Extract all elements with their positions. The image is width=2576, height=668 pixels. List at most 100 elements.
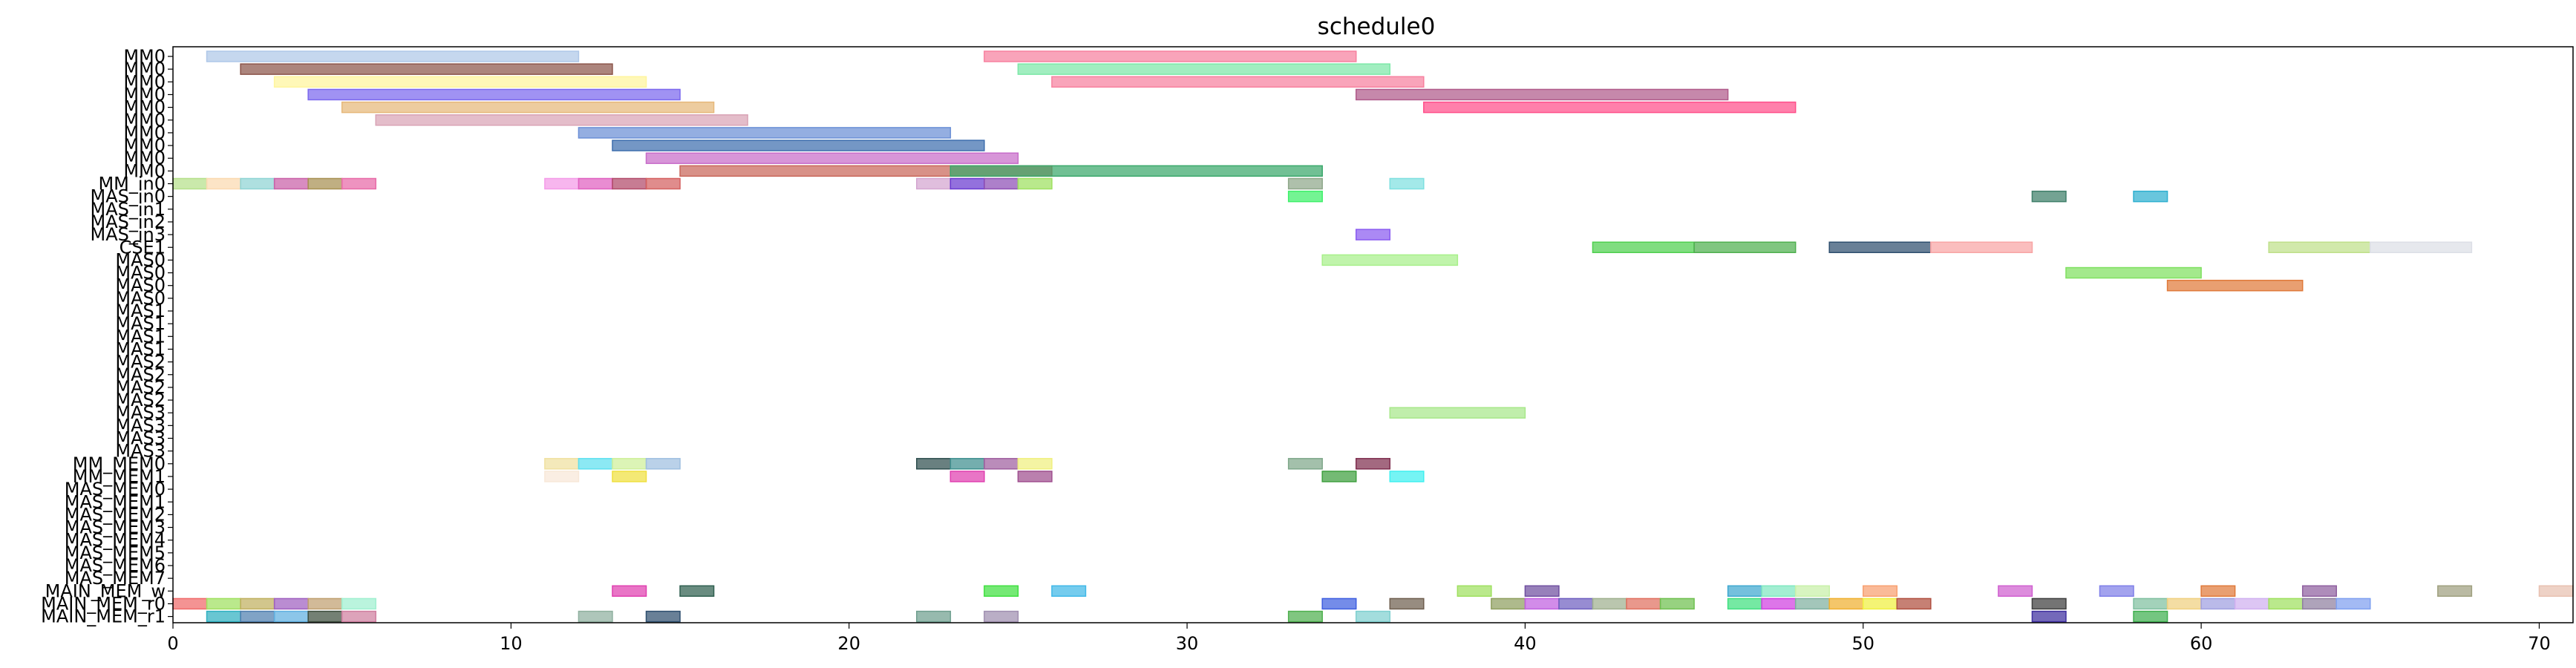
task-bar <box>1863 597 1898 610</box>
x-tick-label: 60 <box>2190 633 2213 654</box>
y-tick-label: MAS_MEM2 <box>65 504 166 525</box>
task-bar <box>2234 597 2269 610</box>
task-bar <box>1457 585 1492 597</box>
task-bar <box>544 177 580 190</box>
y-tick-label: MAS_MEM4 <box>65 530 166 551</box>
y-tick-label: MAS0 <box>115 249 166 270</box>
task-bar <box>949 458 985 470</box>
y-tick-label: MAS1 <box>115 301 166 321</box>
task-bar <box>2031 597 2067 610</box>
y-tick-label: MM_MEM0 <box>73 453 166 474</box>
task-bar <box>984 458 1019 470</box>
task-bar <box>307 88 681 101</box>
task-bar <box>1389 471 1425 482</box>
task-bar <box>2268 597 2304 610</box>
y-tick-label: MAS_in2 <box>90 212 166 232</box>
task-bar <box>273 597 309 610</box>
x-tick-label: 30 <box>1176 633 1199 654</box>
y-tick-label: MAS3 <box>115 428 166 449</box>
task-bar <box>2133 190 2168 203</box>
task-bar <box>2268 241 2371 253</box>
task-bar <box>1828 597 1864 610</box>
task-bar <box>1017 177 1053 190</box>
y-tick-label: MAIN_MEM_r1 <box>41 606 166 627</box>
y-tick-label: MAS0 <box>115 263 166 284</box>
y-tick-label: MAS2 <box>115 377 166 398</box>
task-bar <box>206 610 241 623</box>
task-bar <box>984 610 1019 623</box>
task-bar <box>1051 76 1425 88</box>
task-bar <box>341 177 376 190</box>
task-bar <box>240 610 275 623</box>
y-tick-label: MAS2 <box>115 390 166 410</box>
task-bar <box>1794 585 1830 597</box>
task-bar <box>1287 610 1323 623</box>
task-bar <box>1693 241 1797 253</box>
task-bar <box>578 458 613 470</box>
task-bar <box>984 177 1019 190</box>
task-bar <box>273 177 309 190</box>
y-tick-label: MAS_in1 <box>90 199 166 220</box>
task-bar <box>375 114 748 126</box>
y-tick-label: MAS2 <box>115 364 166 385</box>
task-bar <box>679 585 715 597</box>
y-tick-label: MM0 <box>123 135 166 156</box>
y-tick-label: MM_in0 <box>98 174 166 194</box>
task-bar <box>240 597 275 610</box>
task-bar <box>1389 177 1425 190</box>
task-bar <box>1389 407 1526 419</box>
task-bars <box>172 50 2574 623</box>
task-bar <box>1828 241 1932 253</box>
task-bar <box>1017 471 1053 482</box>
task-bar <box>1727 597 1762 610</box>
task-bar <box>341 597 376 610</box>
y-tick-label: MM0 <box>123 148 166 168</box>
y-tick-label: MAS3 <box>115 402 166 423</box>
plot-frame <box>172 46 2574 623</box>
y-tick-label: MAS_MEM1 <box>65 491 166 512</box>
task-bar <box>578 177 613 190</box>
task-bar <box>984 50 1357 62</box>
task-bar <box>2065 266 2202 279</box>
task-bar <box>1998 585 2033 597</box>
task-bar <box>2031 610 2067 623</box>
task-bar <box>645 177 681 190</box>
x-tick-label: 0 <box>167 633 178 654</box>
x-tick-label: 40 <box>1514 633 1537 654</box>
task-bar <box>544 458 580 470</box>
task-bar <box>1355 88 1729 101</box>
task-bar <box>578 610 613 623</box>
x-tick-label: 20 <box>837 633 860 654</box>
task-bar <box>612 585 647 597</box>
task-bar <box>1761 585 1797 597</box>
task-bar <box>916 177 952 190</box>
task-bar <box>240 63 613 75</box>
x-tick-label: 50 <box>1851 633 1874 654</box>
task-bar <box>949 165 1323 177</box>
y-tick-label: MM0 <box>123 84 166 105</box>
task-bar <box>2301 585 2338 597</box>
task-bar <box>2335 597 2371 610</box>
task-bar <box>341 101 715 114</box>
task-bar <box>2133 610 2168 623</box>
task-bar <box>1051 585 1087 597</box>
task-bar <box>307 597 343 610</box>
task-bar <box>612 471 647 482</box>
y-tick-label: MM0 <box>123 46 166 67</box>
task-bar <box>949 471 985 482</box>
y-tick-label: MAS0 <box>115 288 166 309</box>
task-bar <box>1896 597 1932 610</box>
task-bar <box>1863 585 1898 597</box>
task-bar <box>1287 458 1323 470</box>
task-bar <box>2200 597 2236 610</box>
task-bar <box>2099 585 2134 597</box>
task-bar <box>206 597 241 610</box>
task-bar <box>2031 190 2067 203</box>
task-bar <box>1524 597 1560 610</box>
task-bar <box>341 610 376 623</box>
y-tick-label: MM0 <box>123 160 166 181</box>
y-tick-label: MAS_MEM3 <box>65 517 166 538</box>
task-bar <box>2437 585 2473 597</box>
y-tick-label: MAS1 <box>115 338 166 359</box>
